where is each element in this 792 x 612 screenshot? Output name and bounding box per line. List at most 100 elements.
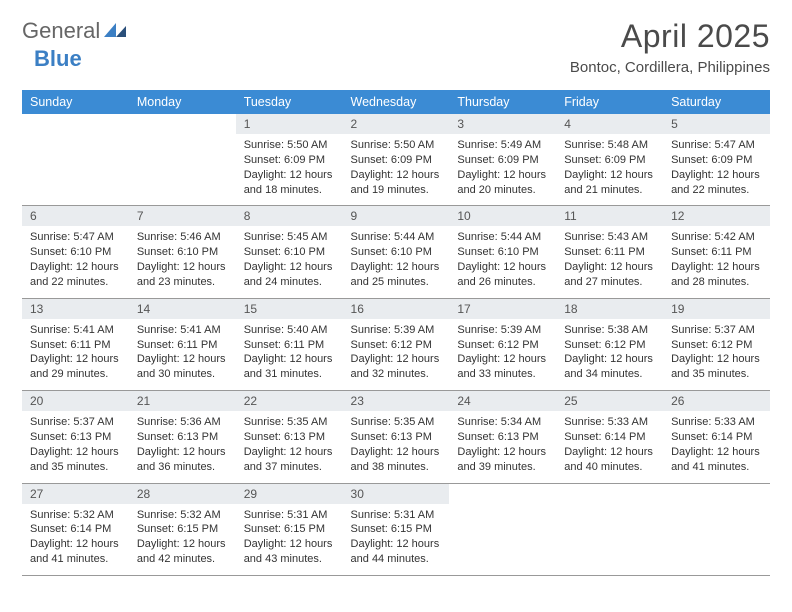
- sunset-line: Sunset: 6:15 PM: [137, 522, 228, 537]
- sunrise-line: Sunrise: 5:50 AM: [351, 138, 442, 153]
- daylight-line: Daylight: 12 hours and 37 minutes.: [244, 445, 335, 475]
- sunrise-line: Sunrise: 5:43 AM: [564, 230, 655, 245]
- day-number: 23: [343, 391, 450, 411]
- calendar-day-cell: 16Sunrise: 5:39 AMSunset: 6:12 PMDayligh…: [343, 298, 450, 390]
- sunset-line: Sunset: 6:11 PM: [671, 245, 762, 260]
- day-number: 17: [449, 299, 556, 319]
- daylight-line: Daylight: 12 hours and 41 minutes.: [671, 445, 762, 475]
- calendar-day-cell: 29Sunrise: 5:31 AMSunset: 6:15 PMDayligh…: [236, 483, 343, 575]
- weekday-header-row: Sunday Monday Tuesday Wednesday Thursday…: [22, 90, 770, 114]
- calendar-week-row: 27Sunrise: 5:32 AMSunset: 6:14 PMDayligh…: [22, 483, 770, 575]
- day-details: Sunrise: 5:44 AMSunset: 6:10 PMDaylight:…: [343, 226, 450, 297]
- day-number: 4: [556, 114, 663, 134]
- sunrise-line: Sunrise: 5:33 AM: [671, 415, 762, 430]
- weekday-header: Tuesday: [236, 90, 343, 114]
- sunrise-line: Sunrise: 5:41 AM: [30, 323, 121, 338]
- calendar-day-cell: [663, 483, 770, 575]
- sunset-line: Sunset: 6:13 PM: [244, 430, 335, 445]
- sunrise-line: Sunrise: 5:40 AM: [244, 323, 335, 338]
- sunrise-line: Sunrise: 5:49 AM: [457, 138, 548, 153]
- calendar-day-cell: 14Sunrise: 5:41 AMSunset: 6:11 PMDayligh…: [129, 298, 236, 390]
- calendar-day-cell: 9Sunrise: 5:44 AMSunset: 6:10 PMDaylight…: [343, 206, 450, 298]
- calendar-day-cell: [449, 483, 556, 575]
- day-number: 2: [343, 114, 450, 134]
- weekday-header: Saturday: [663, 90, 770, 114]
- calendar-week-row: 13Sunrise: 5:41 AMSunset: 6:11 PMDayligh…: [22, 298, 770, 390]
- brand-logo: General: [22, 18, 128, 44]
- sunset-line: Sunset: 6:14 PM: [30, 522, 121, 537]
- calendar-day-cell: 1Sunrise: 5:50 AMSunset: 6:09 PMDaylight…: [236, 114, 343, 206]
- sunrise-line: Sunrise: 5:32 AM: [137, 508, 228, 523]
- day-number: 12: [663, 206, 770, 226]
- sunrise-line: Sunrise: 5:37 AM: [671, 323, 762, 338]
- day-details: Sunrise: 5:31 AMSunset: 6:15 PMDaylight:…: [343, 504, 450, 575]
- calendar-day-cell: 7Sunrise: 5:46 AMSunset: 6:10 PMDaylight…: [129, 206, 236, 298]
- day-details: Sunrise: 5:36 AMSunset: 6:13 PMDaylight:…: [129, 411, 236, 482]
- day-number: 15: [236, 299, 343, 319]
- daylight-line: Daylight: 12 hours and 26 minutes.: [457, 260, 548, 290]
- day-details: Sunrise: 5:38 AMSunset: 6:12 PMDaylight:…: [556, 319, 663, 390]
- sunrise-line: Sunrise: 5:44 AM: [457, 230, 548, 245]
- calendar-day-cell: 28Sunrise: 5:32 AMSunset: 6:15 PMDayligh…: [129, 483, 236, 575]
- calendar-day-cell: 6Sunrise: 5:47 AMSunset: 6:10 PMDaylight…: [22, 206, 129, 298]
- day-number: 21: [129, 391, 236, 411]
- daylight-line: Daylight: 12 hours and 24 minutes.: [244, 260, 335, 290]
- daylight-line: Daylight: 12 hours and 44 minutes.: [351, 537, 442, 567]
- title-block: April 2025 Bontoc, Cordillera, Philippin…: [570, 18, 770, 76]
- sunset-line: Sunset: 6:12 PM: [351, 338, 442, 353]
- day-number: 8: [236, 206, 343, 226]
- day-number: 1: [236, 114, 343, 134]
- calendar-day-cell: [556, 483, 663, 575]
- day-number: 24: [449, 391, 556, 411]
- sunset-line: Sunset: 6:10 PM: [30, 245, 121, 260]
- day-details: Sunrise: 5:46 AMSunset: 6:10 PMDaylight:…: [129, 226, 236, 297]
- sunset-line: Sunset: 6:12 PM: [457, 338, 548, 353]
- sunset-line: Sunset: 6:14 PM: [671, 430, 762, 445]
- weekday-header: Thursday: [449, 90, 556, 114]
- sunset-line: Sunset: 6:10 PM: [244, 245, 335, 260]
- day-number: [449, 484, 556, 504]
- day-details: Sunrise: 5:32 AMSunset: 6:15 PMDaylight:…: [129, 504, 236, 575]
- calendar-day-cell: 21Sunrise: 5:36 AMSunset: 6:13 PMDayligh…: [129, 391, 236, 483]
- day-details: Sunrise: 5:45 AMSunset: 6:10 PMDaylight:…: [236, 226, 343, 297]
- sunset-line: Sunset: 6:10 PM: [457, 245, 548, 260]
- sunrise-line: Sunrise: 5:39 AM: [457, 323, 548, 338]
- calendar-day-cell: 27Sunrise: 5:32 AMSunset: 6:14 PMDayligh…: [22, 483, 129, 575]
- calendar-week-row: 6Sunrise: 5:47 AMSunset: 6:10 PMDaylight…: [22, 206, 770, 298]
- sunset-line: Sunset: 6:11 PM: [137, 338, 228, 353]
- sunset-line: Sunset: 6:09 PM: [351, 153, 442, 168]
- day-number: 3: [449, 114, 556, 134]
- brand-part2: Blue: [34, 46, 82, 72]
- day-number: 18: [556, 299, 663, 319]
- day-number: 14: [129, 299, 236, 319]
- sunrise-line: Sunrise: 5:44 AM: [351, 230, 442, 245]
- day-number: [663, 484, 770, 504]
- day-details: Sunrise: 5:33 AMSunset: 6:14 PMDaylight:…: [663, 411, 770, 482]
- day-details: Sunrise: 5:40 AMSunset: 6:11 PMDaylight:…: [236, 319, 343, 390]
- sunrise-line: Sunrise: 5:35 AM: [351, 415, 442, 430]
- calendar-day-cell: 26Sunrise: 5:33 AMSunset: 6:14 PMDayligh…: [663, 391, 770, 483]
- day-details: [663, 504, 770, 566]
- daylight-line: Daylight: 12 hours and 32 minutes.: [351, 352, 442, 382]
- daylight-line: Daylight: 12 hours and 25 minutes.: [351, 260, 442, 290]
- daylight-line: Daylight: 12 hours and 21 minutes.: [564, 168, 655, 198]
- calendar-day-cell: 11Sunrise: 5:43 AMSunset: 6:11 PMDayligh…: [556, 206, 663, 298]
- day-number: 10: [449, 206, 556, 226]
- day-details: Sunrise: 5:31 AMSunset: 6:15 PMDaylight:…: [236, 504, 343, 575]
- sunset-line: Sunset: 6:09 PM: [564, 153, 655, 168]
- sunrise-line: Sunrise: 5:48 AM: [564, 138, 655, 153]
- calendar-day-cell: 17Sunrise: 5:39 AMSunset: 6:12 PMDayligh…: [449, 298, 556, 390]
- daylight-line: Daylight: 12 hours and 23 minutes.: [137, 260, 228, 290]
- daylight-line: Daylight: 12 hours and 34 minutes.: [564, 352, 655, 382]
- day-number: 20: [22, 391, 129, 411]
- day-details: Sunrise: 5:35 AMSunset: 6:13 PMDaylight:…: [343, 411, 450, 482]
- sunset-line: Sunset: 6:09 PM: [671, 153, 762, 168]
- sunset-line: Sunset: 6:13 PM: [351, 430, 442, 445]
- sunset-line: Sunset: 6:13 PM: [137, 430, 228, 445]
- daylight-line: Daylight: 12 hours and 20 minutes.: [457, 168, 548, 198]
- day-details: Sunrise: 5:34 AMSunset: 6:13 PMDaylight:…: [449, 411, 556, 482]
- sunset-line: Sunset: 6:12 PM: [671, 338, 762, 353]
- daylight-line: Daylight: 12 hours and 31 minutes.: [244, 352, 335, 382]
- weekday-header: Sunday: [22, 90, 129, 114]
- day-details: Sunrise: 5:35 AMSunset: 6:13 PMDaylight:…: [236, 411, 343, 482]
